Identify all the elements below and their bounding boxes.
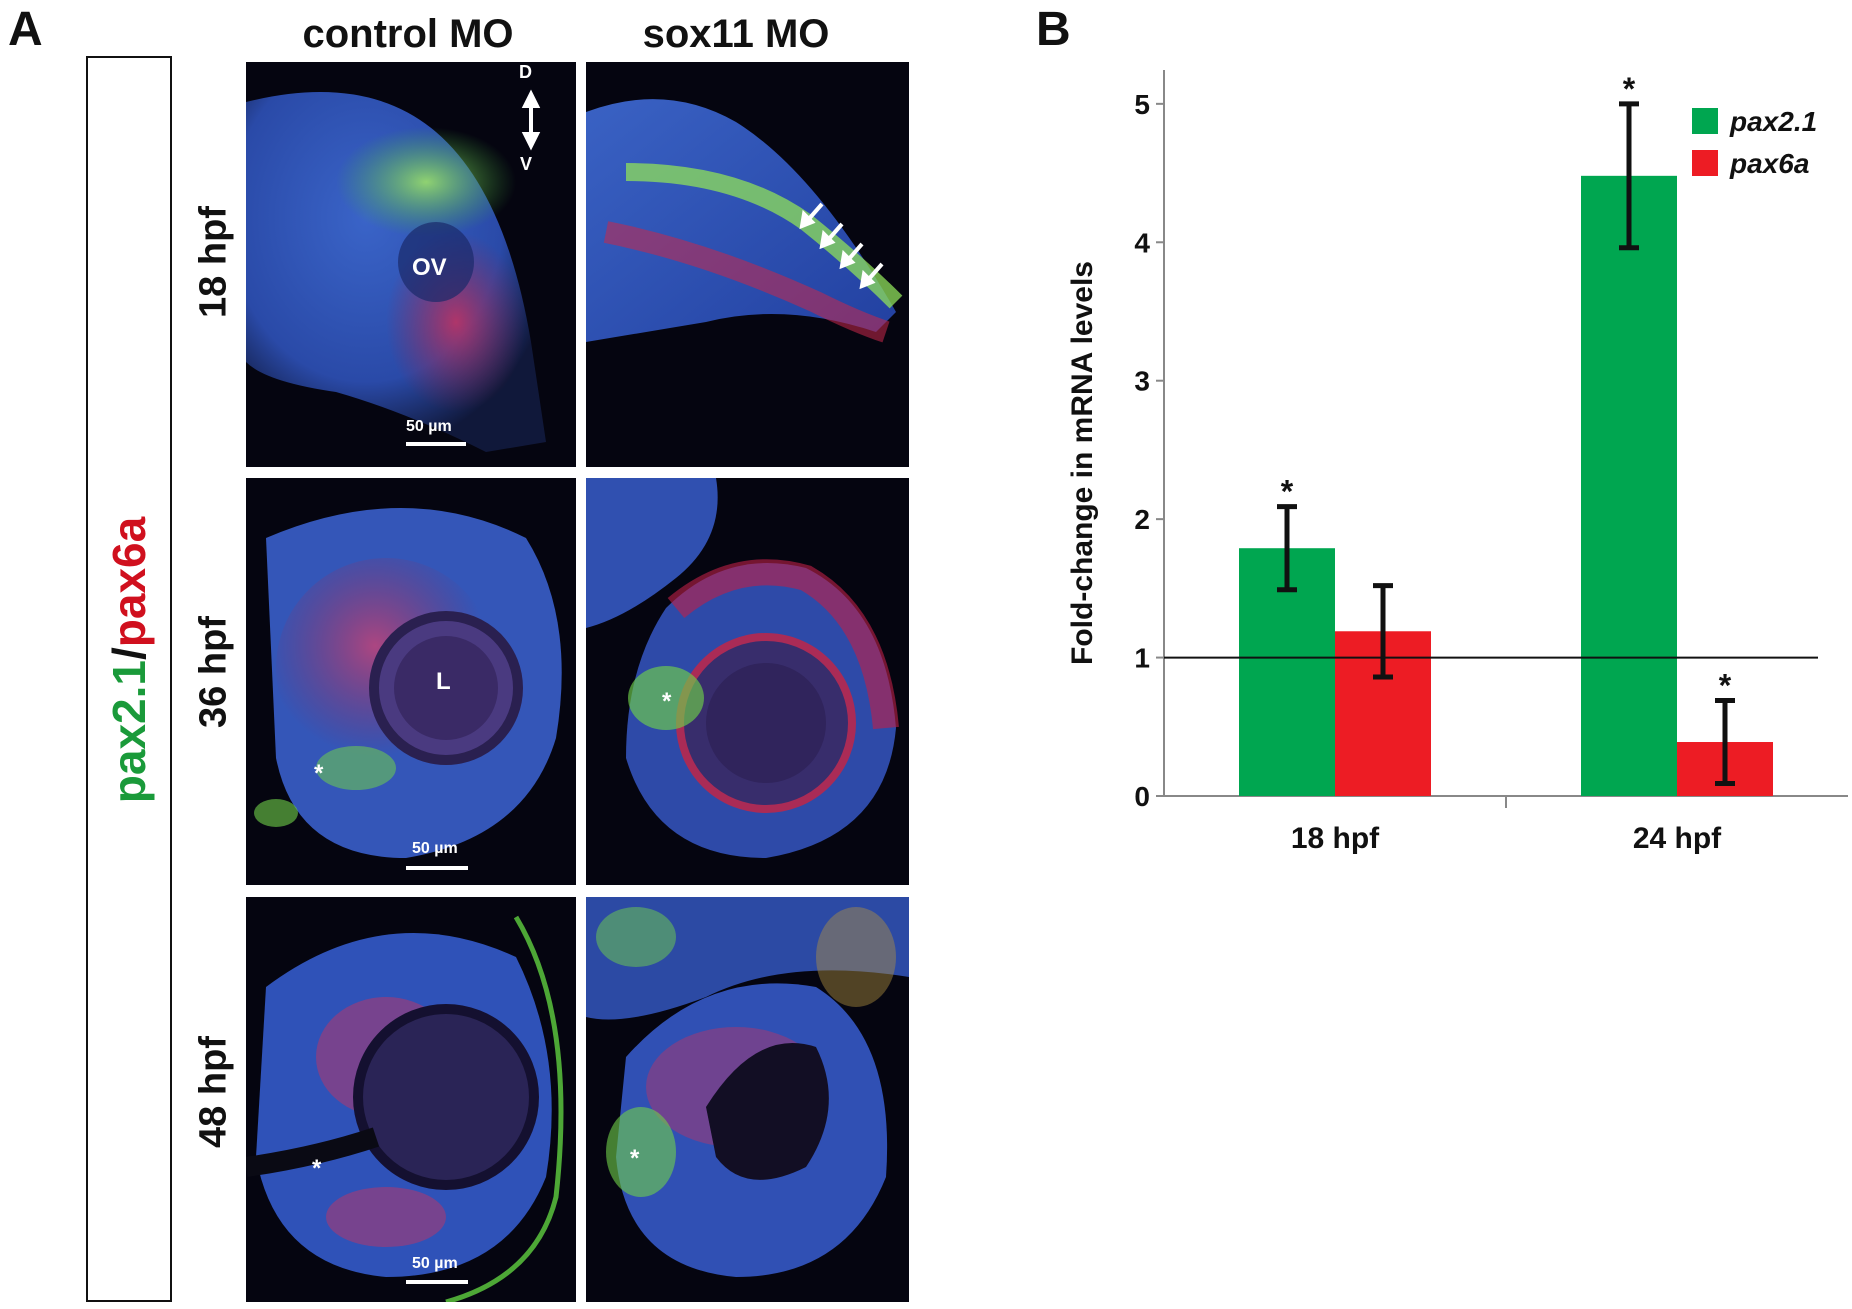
asterisk-marker: * (314, 760, 324, 787)
row-title-18hpf: 18 hpf (192, 206, 235, 318)
micrograph-control-48hpf: * 50 µm (246, 897, 576, 1302)
micrograph-control-36hpf: L * 50 µm (246, 478, 576, 885)
y-tick-label: 5 (1134, 89, 1150, 120)
dv-axis-arrow (521, 89, 541, 151)
y-tick-label: 0 (1134, 781, 1150, 812)
panel-a-letter: A (8, 3, 43, 56)
asterisk-marker: * (662, 688, 672, 715)
panel-b-letter: B (1036, 3, 1071, 56)
significance-asterisk: * (1281, 474, 1294, 510)
stain-label-red: pax6a (103, 516, 155, 648)
legend-swatch-pax2.1 (1692, 108, 1718, 134)
x-tick-label: 18 hpf (1291, 822, 1380, 855)
ventral-label: V (520, 154, 533, 174)
dorsal-label: D (519, 62, 532, 82)
stain-label: pax2.1/pax6a (102, 517, 156, 803)
row-title-36hpf: 36 hpf (192, 616, 235, 728)
bar-chart: 0 1 2 3 4 5 Fold-change in mRNA levels 18 hpf * 2… (1066, 70, 1848, 855)
column-title-sox11: sox11 MO (642, 12, 830, 56)
significance-asterisk: * (1623, 71, 1636, 107)
scale-bar-label: 50 µm (412, 1255, 458, 1272)
row-title-48hpf: 48 hpf (192, 1036, 235, 1148)
y-tick-label: 4 (1134, 227, 1150, 258)
stain-label-sep: / (103, 647, 155, 660)
asterisk-marker: * (630, 1145, 640, 1172)
legend-label-pax2.1: pax2.1 (1729, 106, 1817, 137)
micrograph-sox11-48hpf: * (586, 897, 909, 1302)
y-tick-label: 2 (1134, 504, 1150, 535)
scale-bar-label: 50 µm (406, 418, 452, 435)
column-title-control: control MO (302, 12, 514, 56)
micrograph-sox11-18hpf (586, 62, 909, 467)
legend-label-pax6a: pax6a (1729, 148, 1809, 179)
otic-vesicle-label: OV (412, 254, 447, 281)
x-tick-label: 24 hpf (1633, 822, 1722, 855)
lens-label: L (436, 668, 451, 695)
y-axis-label: Fold-change in mRNA levels (1066, 261, 1099, 665)
micrograph-sox11-36hpf: * (586, 478, 909, 885)
micrograph-control-18hpf: D V OV 50 µm (246, 62, 576, 467)
scale-bar-label: 50 µm (412, 840, 458, 857)
bar-pax2.1 (1581, 175, 1677, 796)
legend-swatch-pax6a (1692, 150, 1718, 176)
stain-label-green: pax2.1 (103, 660, 155, 804)
arrows-markers (799, 202, 884, 290)
y-tick-label: 3 (1134, 366, 1150, 397)
y-tick-label: 1 (1134, 643, 1150, 674)
significance-asterisk: * (1719, 667, 1732, 703)
stain-label-box (86, 56, 172, 1302)
asterisk-marker: * (312, 1155, 322, 1182)
